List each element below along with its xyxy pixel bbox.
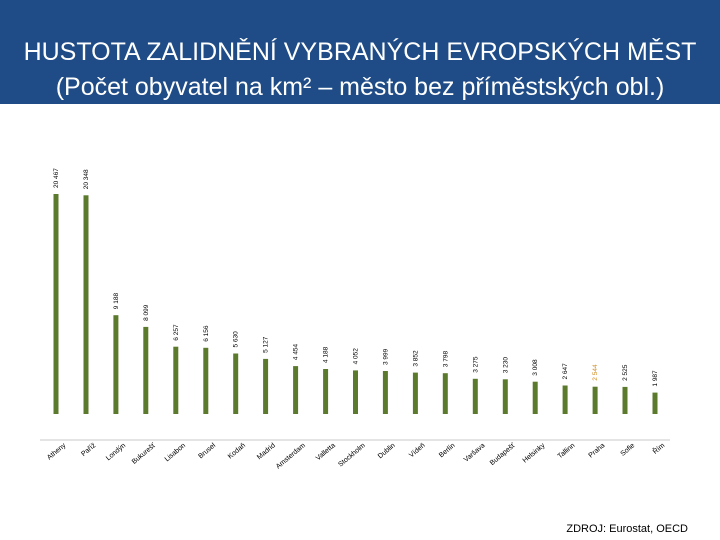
bar-tallinn: [562, 385, 568, 414]
category-label-brusel: Brusel: [197, 442, 217, 460]
category-label-kodan: Kodaň: [227, 442, 247, 460]
value-label-stockholm: 4 052: [353, 348, 360, 365]
category-labels-group: Atheny Paříž Londýn Bukurešť Lisabon Brusel Ko…: [46, 441, 666, 471]
bar-londyn: [113, 315, 119, 414]
bar-budapest: [502, 379, 508, 414]
category-label-budapest: Budapešť: [489, 442, 517, 467]
bar-viden: [412, 372, 418, 414]
category-label-varsava: Varšava: [463, 442, 487, 464]
category-label-viden: Vídeň: [408, 442, 427, 459]
value-label-pariz: 20 348: [83, 169, 90, 189]
category-label-londyn: Londýn: [105, 442, 127, 462]
bar-stockholm: [353, 370, 358, 414]
bar-brusel: [203, 347, 209, 414]
value-label-sofie: 2 525: [622, 364, 629, 381]
category-label-praha: Praha: [588, 442, 607, 459]
category-label-rim: Řím: [651, 441, 667, 456]
bar-praha: [592, 386, 598, 414]
value-label-berlin: 3 798: [442, 351, 449, 368]
value-label-praha: 2 544: [592, 364, 599, 381]
category-label-lisabon: Lisabon: [164, 442, 187, 463]
value-label-helsinky: 3 008: [532, 359, 539, 376]
category-label-valletta: Valletta: [315, 442, 337, 462]
bar-atheny: [53, 194, 59, 414]
bar-dublin: [382, 371, 388, 414]
category-label-dublin: Dublin: [377, 442, 397, 460]
bar-chart: 20 467 20 348 9 188 8 099 6 257 6 156 5 630 5 1…: [40, 168, 670, 471]
bars-group: [53, 194, 658, 414]
value-label-atheny: 20 467: [53, 168, 60, 188]
category-label-sofie: Sofie: [620, 442, 637, 458]
bar-sofie: [622, 386, 628, 414]
category-label-tallinn: Tallinn: [557, 442, 577, 460]
bar-bukurest: [143, 326, 149, 414]
chart-subtitle: (Počet obyvatel na km² – město bez přímě…: [55, 73, 665, 101]
value-label-viden: 3 852: [412, 350, 419, 367]
value-label-varsava: 3 275: [472, 356, 479, 373]
value-label-amsterdam: 4 454: [293, 343, 300, 360]
value-label-valletta: 4 188: [323, 346, 330, 363]
bar-madrid: [263, 358, 269, 414]
bar-varsava: [472, 378, 478, 414]
value-label-kodan: 5 630: [233, 331, 240, 348]
bar-pariz: [83, 195, 89, 414]
bar-rim: [652, 392, 658, 414]
value-label-lisabon: 6 257: [173, 324, 180, 341]
bar-amsterdam: [293, 366, 299, 414]
category-label-helsinky: Helsinky: [522, 442, 547, 465]
source-note: ZDROJ: Eurostat, OECD: [566, 523, 688, 535]
bar-berlin: [442, 373, 448, 414]
category-label-berlin: Berlín: [438, 442, 457, 459]
category-label-amsterdam: Amsterdam: [275, 442, 307, 470]
value-label-rim: 1 987: [652, 370, 659, 387]
chart-title: HUSTOTA ZALIDNĚNÍ VYBRANÝCH EVROPSKÝCH M…: [23, 38, 697, 66]
category-label-madrid: Madrid: [256, 442, 277, 461]
bar-lisabon: [173, 346, 179, 414]
value-labels-group: 20 467 20 348 9 188 8 099 6 257 6 156 5 630 5 1…: [53, 168, 659, 387]
value-label-brusel: 6 156: [203, 325, 210, 342]
value-label-tallinn: 2 647: [562, 363, 569, 380]
title-band: HUSTOTA ZALIDNĚNÍ VYBRANÝCH EVROPSKÝCH M…: [0, 0, 720, 104]
category-label-bukurest: Bukurešť: [131, 442, 157, 466]
value-label-londyn: 9 188: [113, 293, 120, 310]
value-label-dublin: 3 999: [382, 348, 389, 365]
bar-helsinky: [532, 381, 538, 414]
value-label-bukurest: 8 099: [143, 304, 150, 321]
bar-kodan: [233, 353, 239, 414]
category-label-pariz: Paříž: [80, 442, 97, 458]
category-label-stockholm: Stockholm: [337, 442, 367, 468]
value-label-madrid: 5 127: [263, 336, 270, 353]
value-label-budapest: 3 230: [502, 357, 509, 374]
category-label-atheny: Atheny: [46, 442, 68, 462]
bar-valletta: [323, 369, 329, 414]
